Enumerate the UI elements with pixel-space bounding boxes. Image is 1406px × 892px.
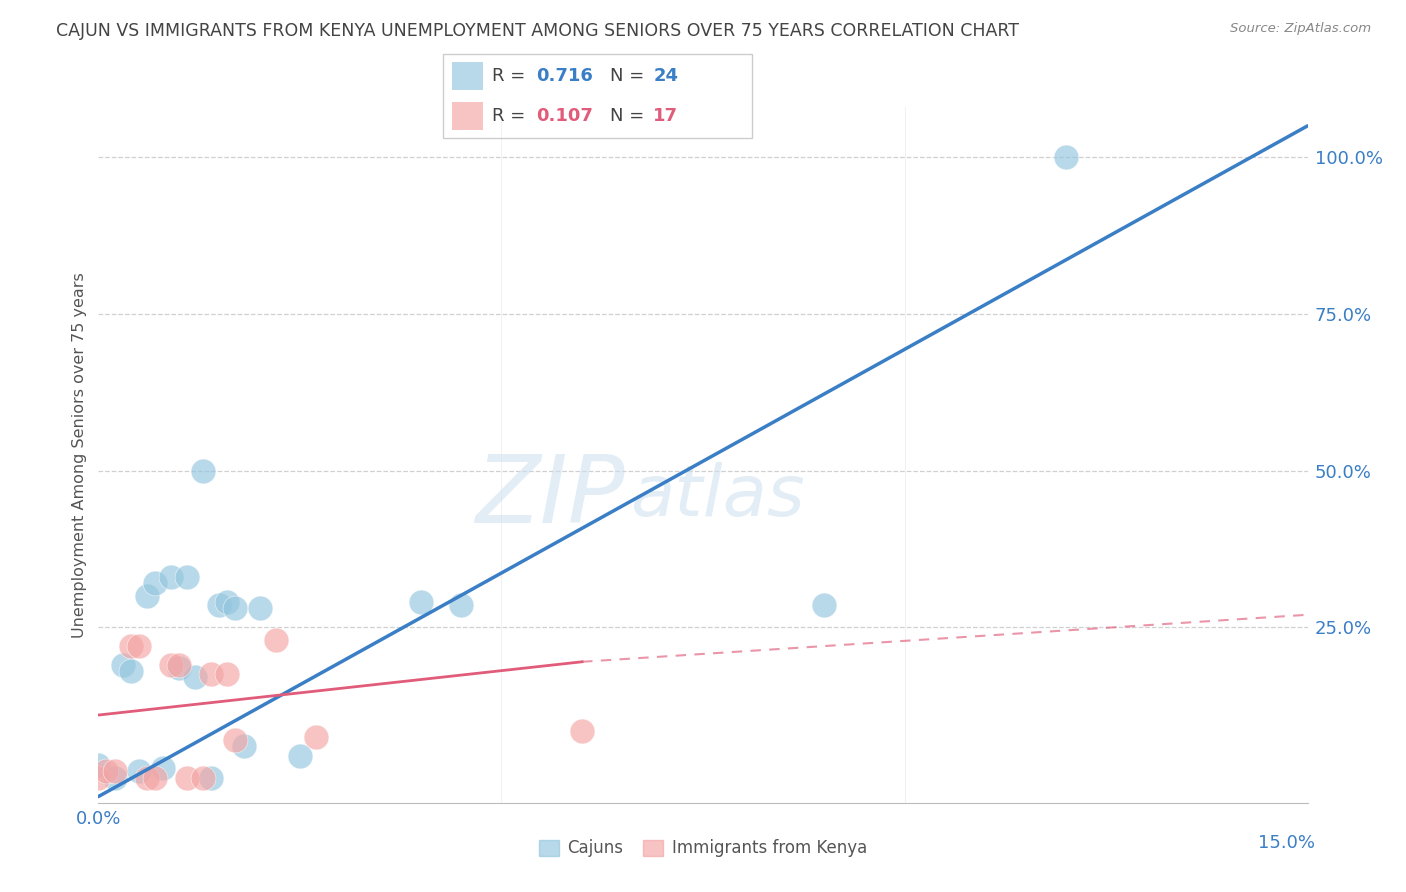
Point [217, 595, 239, 609]
Point [200, 667, 222, 681]
Text: CAJUN VS IMMIGRANTS FROM KENYA UNEMPLOYMENT AMONG SENIORS OVER 75 YEARS CORRELAT: CAJUN VS IMMIGRANTS FROM KENYA UNEMPLOYM… [56, 22, 1019, 40]
Text: N =: N = [610, 68, 650, 86]
Point [135, 771, 157, 785]
Point [176, 771, 198, 785]
Point [128, 764, 150, 779]
Point [111, 657, 134, 672]
Point [571, 723, 593, 738]
Point [103, 764, 125, 779]
Legend: Cajuns, Immigrants from Kenya: Cajuns, Immigrants from Kenya [533, 833, 873, 864]
Point [288, 748, 311, 763]
Text: 0.716: 0.716 [536, 68, 592, 86]
Point [193, 464, 215, 478]
Text: ZIP: ZIP [475, 451, 624, 542]
Bar [453, 62, 484, 90]
Point [813, 599, 835, 613]
Text: R =: R = [492, 68, 531, 86]
Point [160, 570, 183, 584]
Point [208, 599, 231, 613]
Point [249, 601, 271, 615]
Text: N =: N = [610, 107, 650, 125]
Text: 24: 24 [654, 68, 678, 86]
Point [143, 576, 166, 591]
Text: 0.107: 0.107 [536, 107, 592, 125]
Point [167, 657, 190, 672]
Point [120, 639, 142, 653]
Text: 15.0%: 15.0% [1257, 834, 1315, 852]
Point [224, 733, 246, 747]
Point [184, 670, 207, 684]
Point [305, 730, 328, 744]
Point [224, 601, 246, 615]
Point [264, 632, 287, 647]
Point [176, 570, 198, 584]
Point [103, 771, 125, 785]
Point [87, 771, 110, 785]
Point [96, 764, 118, 779]
Point [217, 667, 239, 681]
Point [143, 771, 166, 785]
Point [200, 771, 222, 785]
Bar [453, 102, 484, 130]
Text: 17: 17 [654, 107, 678, 125]
Point [135, 589, 157, 603]
Text: R =: R = [492, 107, 531, 125]
Point [409, 595, 432, 609]
Point [87, 758, 110, 772]
Point [160, 657, 183, 672]
Point [1054, 150, 1077, 164]
Point [152, 761, 174, 775]
Point [193, 771, 215, 785]
Text: Source: ZipAtlas.com: Source: ZipAtlas.com [1230, 22, 1371, 36]
Point [232, 739, 254, 754]
Point [450, 599, 472, 613]
Point [120, 664, 142, 678]
Y-axis label: Unemployment Among Seniors over 75 years: Unemployment Among Seniors over 75 years [72, 272, 87, 638]
Text: atlas: atlas [630, 462, 806, 531]
Point [167, 661, 190, 675]
Point [128, 639, 150, 653]
